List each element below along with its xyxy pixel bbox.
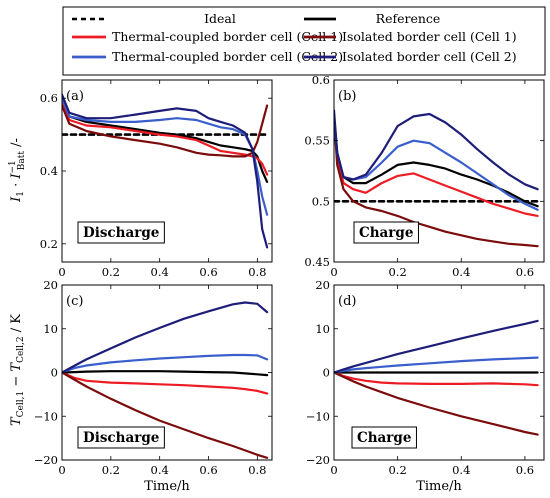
legend-entry-reference: Reference bbox=[304, 11, 440, 26]
y-tick-label: 0.55 bbox=[304, 134, 330, 148]
phase-label: Discharge bbox=[83, 430, 159, 446]
series-group bbox=[62, 301, 269, 459]
x-tick-label: 0.2 bbox=[102, 463, 120, 477]
series-line-thermal-coupled-border-cell-cell-1 bbox=[334, 115, 539, 217]
x-tick-label: 0 bbox=[330, 265, 337, 279]
y-tick-label: 0 bbox=[323, 366, 330, 380]
x-axis-label: Time/h bbox=[416, 479, 462, 494]
legend-entry-thermal-cell1: Thermal-coupled border cell (Cell 1) bbox=[72, 29, 343, 44]
series-line-thermal-coupled-border-cell-cell-1 bbox=[334, 371, 539, 387]
x-tick-label: 0.2 bbox=[388, 463, 406, 477]
y-tick-label: 0.5 bbox=[312, 194, 330, 208]
series-line-isolated-border-cell-cell-1 bbox=[62, 104, 269, 158]
y-tick-label: 0.6 bbox=[40, 91, 58, 105]
legend-label-reference: Reference bbox=[376, 11, 441, 26]
panel-letter: (c) bbox=[66, 294, 83, 309]
panel-letter: (b) bbox=[338, 89, 356, 104]
series-line-reference bbox=[62, 97, 269, 183]
series-line-thermal-coupled-border-cell-cell-1 bbox=[62, 371, 269, 395]
panel-c: 0 0.2 0.4 0.6 0.8 −20 −10 0 10 20 (c) Discharge Time… bbox=[34, 278, 273, 494]
y-tick-label: 10 bbox=[315, 322, 330, 336]
x-tick-label: 0.8 bbox=[248, 463, 266, 477]
panel-a: 0 0.2 0.4 0.6 0.80.20.40.6 (a)Discharge bbox=[40, 79, 273, 279]
series-line-isolated-border-cell-cell-2 bbox=[334, 109, 539, 191]
series-line-thermal-coupled-border-cell-cell-2 bbox=[334, 356, 539, 374]
legend-label-isolated-cell1: Isolated border cell (Cell 1) bbox=[342, 29, 517, 44]
series-group bbox=[62, 93, 269, 249]
series-line-thermal-coupled-border-cell-cell-2 bbox=[334, 115, 539, 211]
x-tick-label: 0.4 bbox=[151, 265, 169, 279]
series-line-isolated-border-cell-cell-2 bbox=[334, 319, 539, 374]
legend: Ideal Reference Thermal-coupled border c… bbox=[62, 6, 546, 76]
y-tick-label: 0.4 bbox=[40, 164, 58, 178]
legend-label-thermal-cell1: Thermal-coupled border cell (Cell 1) bbox=[112, 29, 343, 44]
panel-b: 0 0.2 0.4 0.6 0.45 0.5 0.55 0.6 (b) Charge bbox=[304, 73, 545, 279]
y-tick-label: −20 bbox=[306, 453, 330, 467]
x-tick-label: 0 bbox=[58, 463, 65, 477]
panel-letter: (a) bbox=[66, 89, 84, 104]
series-line-isolated-border-cell-cell-1 bbox=[334, 115, 539, 248]
x-tick-label: 0.4 bbox=[151, 463, 169, 477]
series-line-reference bbox=[62, 370, 269, 377]
phase-label-box bbox=[353, 221, 419, 244]
x-tick-label: 0.2 bbox=[388, 265, 406, 279]
y-tick-label: 0.6 bbox=[312, 73, 330, 87]
panel-letter: (d) bbox=[338, 294, 356, 309]
x-tick-label: 0 bbox=[58, 265, 65, 279]
x-tick-label: 0.2 bbox=[102, 265, 120, 279]
series-line-isolated-border-cell-cell-1 bbox=[62, 371, 269, 459]
x-tick-label: 0.4 bbox=[452, 265, 470, 279]
x-tick-label: 0.8 bbox=[248, 265, 266, 279]
y-tick-label: 20 bbox=[315, 278, 330, 292]
series-line-isolated-border-cell-cell-2 bbox=[62, 93, 269, 249]
x-tick-label: 0.6 bbox=[199, 265, 217, 279]
series-group bbox=[334, 109, 539, 248]
phase-label: Discharge bbox=[83, 225, 159, 241]
series-line-thermal-coupled-border-cell-cell-2 bbox=[62, 353, 269, 374]
x-tick-label: 0.4 bbox=[452, 463, 470, 477]
x-tick-label: 0.6 bbox=[199, 463, 217, 477]
series-group bbox=[334, 319, 539, 436]
legend-entry-thermal-cell2: Thermal-coupled border cell (Cell 2) bbox=[72, 49, 343, 64]
phase-label: Charge bbox=[359, 225, 413, 241]
y-tick-label: 0.45 bbox=[304, 255, 330, 269]
x-tick-label: 0 bbox=[330, 463, 337, 477]
panel-d: 0 0.2 0.4 0.6 −20 −10 0 10 20 (d) Charge Time/h bbox=[306, 278, 545, 494]
y-tick-label: 0.2 bbox=[40, 237, 58, 251]
x-tick-label: 0.6 bbox=[516, 463, 534, 477]
legend-label-thermal-cell2: Thermal-coupled border cell (Cell 2) bbox=[112, 49, 343, 64]
x-tick-label: 0.6 bbox=[516, 265, 534, 279]
axes-frame bbox=[333, 79, 545, 263]
phase-label: Charge bbox=[357, 430, 411, 446]
y-axis-label-top: I1 · I−1Batt /- bbox=[8, 138, 27, 203]
phase-label-box bbox=[77, 426, 165, 449]
series-line-thermal-coupled-border-cell-cell-1 bbox=[62, 100, 269, 176]
series-line-isolated-border-cell-cell-1 bbox=[334, 371, 539, 436]
y-tick-label: −20 bbox=[34, 453, 58, 467]
x-axis-label: Time/h bbox=[144, 479, 190, 494]
legend-entry-isolated-cell1: Isolated border cell (Cell 1) bbox=[304, 29, 517, 44]
y-tick-label: 10 bbox=[43, 322, 58, 336]
legend-entry-ideal: Ideal bbox=[72, 11, 236, 26]
y-axis-label-bottom: TCell,1 − TCell,2 / K bbox=[9, 314, 26, 426]
legend-entry-isolated-cell2: Isolated border cell (Cell 2) bbox=[304, 49, 517, 64]
phase-label-box bbox=[77, 221, 165, 244]
y-tick-label: −10 bbox=[34, 409, 58, 423]
series-line-isolated-border-cell-cell-2 bbox=[62, 301, 269, 374]
legend-label-isolated-cell2: Isolated border cell (Cell 2) bbox=[342, 49, 517, 64]
legend-label-ideal: Ideal bbox=[204, 11, 236, 26]
y-tick-label: −10 bbox=[306, 409, 330, 423]
y-tick-label: 0 bbox=[51, 366, 58, 380]
y-tick-label: 20 bbox=[43, 278, 58, 292]
phase-label-box bbox=[351, 426, 417, 449]
